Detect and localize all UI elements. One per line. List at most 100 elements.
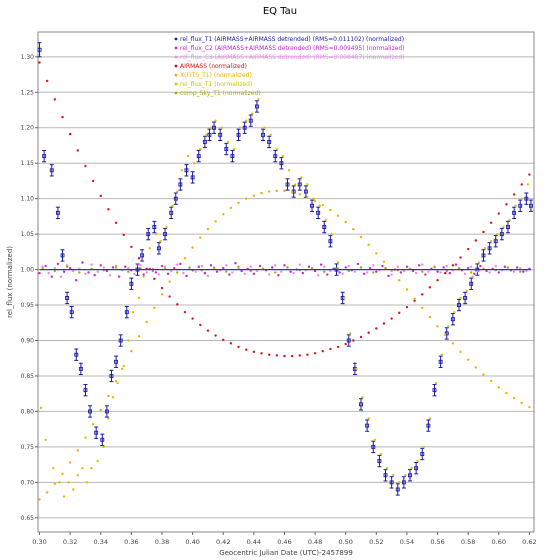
- data-point: [122, 233, 125, 237]
- data-point: [243, 272, 246, 276]
- data-point: [383, 473, 388, 478]
- data-point: [489, 221, 493, 224]
- y-tick-label: 0.85: [21, 373, 35, 380]
- data-point: [267, 190, 271, 193]
- data-point: [275, 354, 279, 357]
- x-tick-label: 0.38: [155, 538, 169, 546]
- data-point: [316, 274, 320, 277]
- data-point: [55, 210, 60, 215]
- data-point: [41, 266, 44, 270]
- data-point: [44, 438, 47, 442]
- x-tick-label: 0.34: [94, 538, 108, 546]
- data-point: [199, 236, 202, 239]
- data-point: [405, 288, 409, 291]
- data-point: [131, 310, 135, 314]
- data-point: [494, 264, 497, 268]
- data-point: [163, 265, 167, 268]
- y-tick-label: 0.65: [21, 515, 35, 522]
- data-point: [287, 169, 291, 172]
- data-point: [528, 405, 531, 409]
- data-point: [519, 270, 522, 273]
- data-point: [102, 445, 106, 449]
- data-point: [411, 269, 415, 273]
- data-point: [489, 379, 493, 383]
- series-5: [39, 98, 530, 498]
- data-point: [72, 269, 75, 273]
- data-point: [127, 270, 130, 273]
- data-point: [289, 270, 292, 273]
- data-point: [117, 275, 121, 278]
- data-point: [448, 271, 452, 275]
- data-point: [249, 269, 252, 273]
- data-point: [459, 350, 462, 354]
- data-point: [194, 270, 197, 273]
- plot-frame: [37, 31, 535, 533]
- x-tick-label: 0.50: [338, 538, 352, 546]
- data-point: [200, 264, 204, 268]
- data-point: [133, 272, 136, 276]
- data-point: [279, 161, 284, 166]
- data-point: [518, 203, 523, 208]
- data-point: [356, 262, 360, 266]
- data-point: [476, 269, 479, 273]
- data-point: [359, 235, 363, 239]
- data-point: [298, 193, 301, 196]
- data-point: [220, 126, 223, 129]
- data-point: [336, 261, 340, 264]
- data-point: [188, 266, 191, 269]
- data-point: [323, 270, 326, 273]
- data-point: [390, 317, 393, 320]
- data-point: [160, 293, 164, 296]
- data-point: [191, 317, 194, 320]
- data-point: [440, 353, 444, 356]
- data-point: [228, 273, 231, 276]
- y-tick-label: 1.20: [21, 125, 35, 132]
- x-axis-label: Geocentric Julian Date (UTC)-2457899: [219, 549, 353, 557]
- data-point: [497, 386, 500, 389]
- data-point: [62, 495, 66, 498]
- data-point: [422, 445, 425, 449]
- data-point: [145, 320, 148, 324]
- data-point: [450, 317, 455, 322]
- data-point: [479, 264, 482, 268]
- data-point: [47, 271, 50, 275]
- data-point: [338, 271, 341, 274]
- data-point: [442, 266, 445, 269]
- data-point: [151, 269, 155, 273]
- data-point: [72, 488, 75, 491]
- data-point: [329, 269, 332, 273]
- data-point: [526, 183, 530, 186]
- data-point: [405, 305, 409, 309]
- data-point: [377, 459, 382, 464]
- data-point: [53, 269, 57, 273]
- data-point: [520, 183, 523, 186]
- data-point: [365, 423, 370, 428]
- data-point: [275, 147, 279, 151]
- data-point: [206, 329, 210, 332]
- x-tick-label: 0.36: [124, 538, 138, 546]
- data-point: [260, 191, 263, 195]
- data-point: [69, 310, 74, 315]
- data-point: [463, 272, 467, 276]
- data-point: [347, 264, 350, 268]
- data-point: [96, 459, 99, 463]
- data-point: [154, 232, 158, 236]
- data-point: [439, 271, 442, 274]
- data-point: [520, 197, 523, 200]
- data-point: [487, 246, 492, 251]
- data-point: [234, 262, 237, 265]
- data-point: [426, 423, 431, 428]
- data-point: [258, 264, 262, 268]
- data-point: [330, 232, 334, 236]
- data-point: [451, 264, 455, 267]
- data-point: [307, 265, 311, 268]
- data-point: [324, 218, 328, 222]
- data-point: [68, 132, 72, 136]
- data-point: [183, 310, 187, 314]
- data-point: [365, 271, 369, 274]
- data-point: [173, 196, 178, 201]
- data-point: [290, 191, 294, 194]
- data-point: [515, 266, 519, 269]
- data-point: [389, 480, 394, 485]
- data-point: [153, 306, 156, 310]
